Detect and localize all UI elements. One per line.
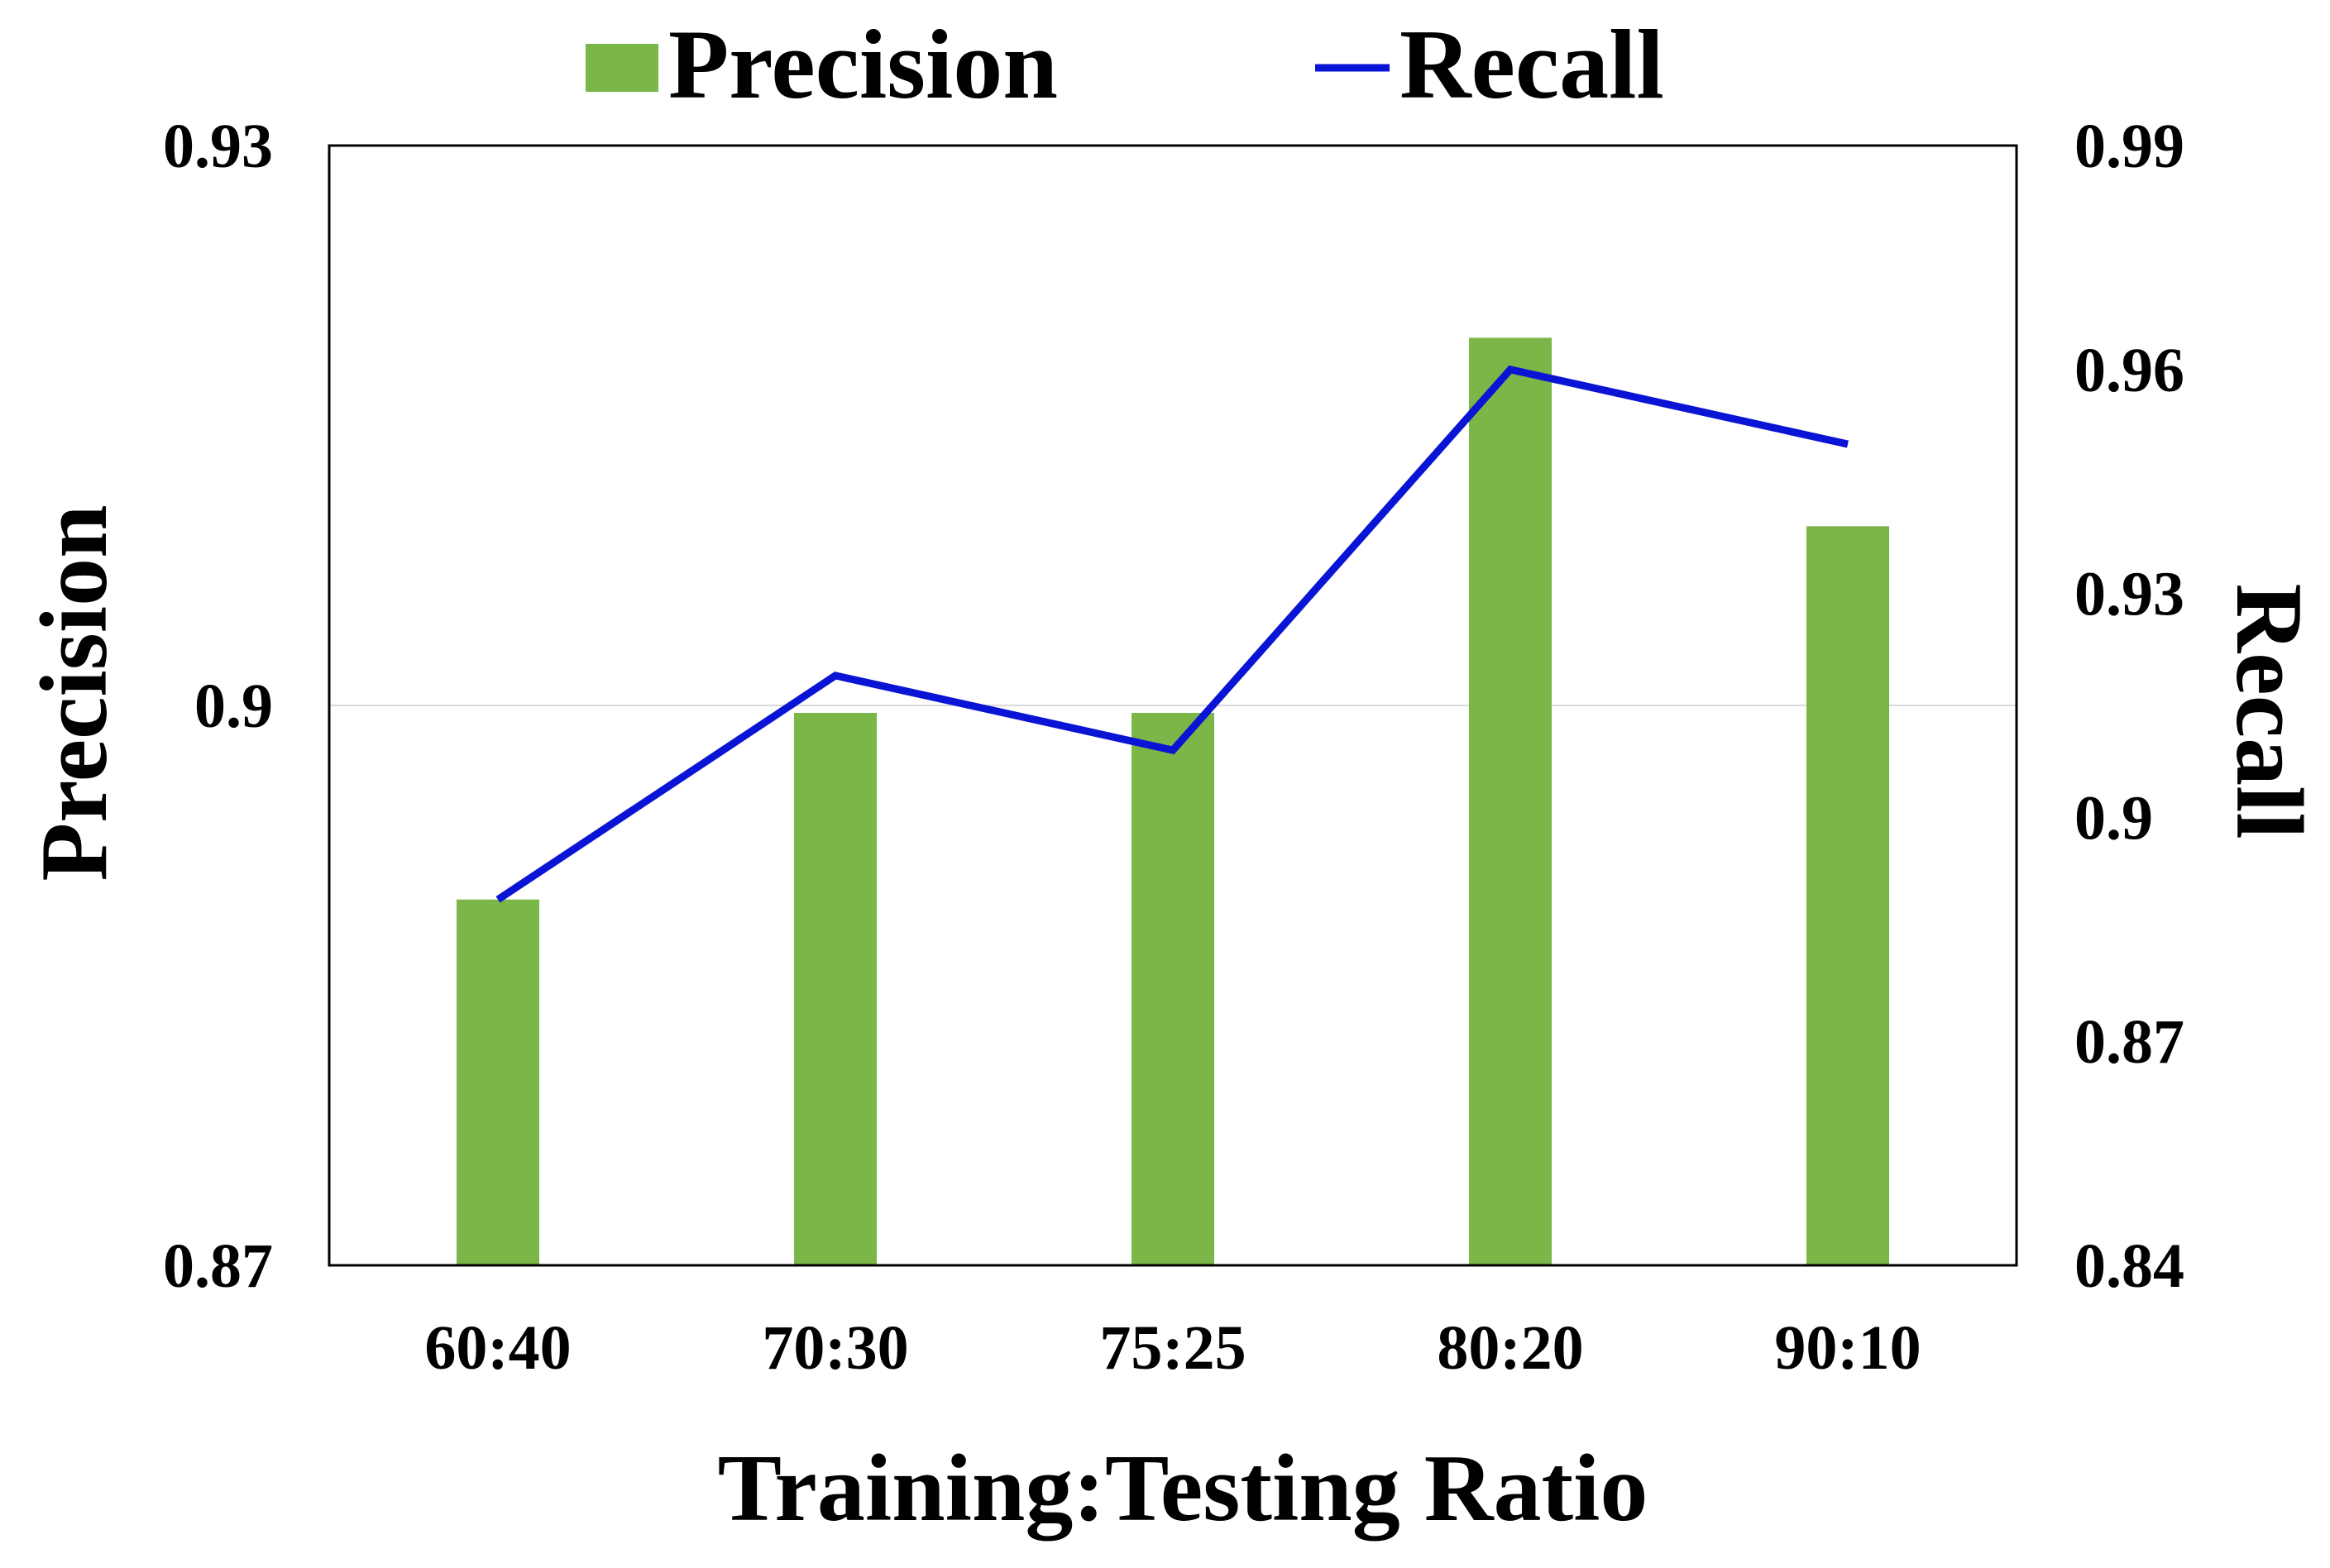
y-tick-label-right: 0.87 [2074,1007,2184,1077]
legend: Precision Recall [586,9,1664,119]
legend-precision-label: Precision [668,9,1058,119]
x-tick-label: 80:20 [1437,1313,1583,1383]
y-tick-label-right: 0.84 [2074,1231,2184,1301]
y-tick-label-right: 0.9 [2074,783,2153,853]
y-tick-label-left: 0.87 [163,1231,273,1301]
precision-bar [1469,337,1552,1266]
precision-bar [794,713,877,1265]
y-tick-label-right: 0.99 [2074,112,2184,181]
x-tick-label: 90:10 [1774,1313,1921,1383]
recall-line-layer [495,365,1849,903]
y-axis-title-left: Precision [22,504,127,881]
x-tick-label: 75:25 [1099,1313,1246,1383]
plot-frame [328,144,2018,1267]
y-tick-label-right: 0.93 [2074,560,2184,629]
recall-line [495,365,1849,903]
legend-precision-swatch [586,44,658,92]
legend-recall-label: Recall [1399,9,1664,119]
precision-bar [1132,713,1214,1265]
x-axis-ticks: 60:40 70:30 75:25 80:20 90:10 [424,1313,1921,1383]
x-tick-label: 60:40 [424,1313,571,1383]
precision-bars [457,337,1889,1266]
right-axis-ticks: 0.84 0.87 0.9 0.93 0.96 0.99 [2074,112,2184,1301]
y-tick-label-left: 0.9 [194,672,273,741]
precision-bar [457,899,539,1265]
y-tick-label-left: 0.93 [163,112,273,181]
precision-bar [1806,526,1889,1265]
y-tick-label-right: 0.96 [2074,336,2184,405]
x-axis-title: Training:Testing Ratio [718,1436,1648,1542]
left-axis-ticks: 0.87 0.9 0.93 [163,112,273,1301]
y-axis-title-right: Recall [2216,583,2322,839]
x-tick-label: 70:30 [762,1313,908,1383]
